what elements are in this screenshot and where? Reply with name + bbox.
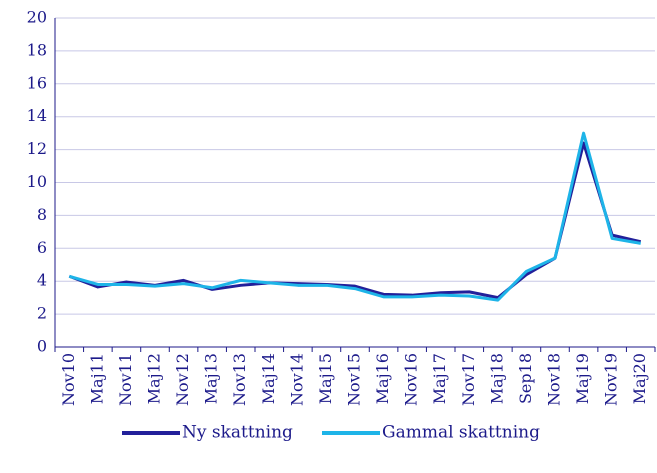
x-tick-label: Maj14 <box>259 353 278 404</box>
line-series <box>68 131 641 302</box>
y-tick-label: 2 <box>37 304 47 323</box>
x-tick-label: Maj17 <box>430 353 449 404</box>
y-tick-label: 10 <box>27 172 47 191</box>
x-tick-label: Maj20 <box>630 353 649 404</box>
x-tick-label: Nov14 <box>287 353 306 406</box>
x-tick-label: Nov13 <box>230 353 249 406</box>
x-tick-label: Maj13 <box>202 353 221 404</box>
y-tick-label: 18 <box>27 40 47 59</box>
x-tick-label: Maj12 <box>145 353 164 404</box>
y-tick-label: 4 <box>37 271 47 290</box>
y-tick-label: 14 <box>27 106 47 125</box>
legend-label: Ny skattning <box>182 423 293 443</box>
x-tick-label: Nov18 <box>545 353 564 406</box>
x-tick-label: Nov15 <box>345 353 364 406</box>
x-tick-label: Nov16 <box>402 353 421 406</box>
y-tick-label: 0 <box>37 337 47 356</box>
x-tick-label: Nov17 <box>459 353 478 406</box>
x-tick-label: Maj18 <box>487 353 506 404</box>
y-tick-label: 16 <box>27 73 47 92</box>
x-tick-label: Maj15 <box>316 353 335 404</box>
x-tick-label: Nov10 <box>59 353 78 406</box>
y-tick-label: 12 <box>27 139 47 158</box>
x-tick-label: Nov19 <box>602 353 621 406</box>
x-tick-label: Nov12 <box>173 353 192 406</box>
x-tick-label: Maj16 <box>373 353 392 404</box>
x-tick-label: Sep18 <box>516 353 535 404</box>
x-tick-label: Maj19 <box>573 353 592 404</box>
x-tick-label: Nov11 <box>116 353 135 406</box>
y-tick-label: 8 <box>37 205 47 224</box>
line-series <box>68 141 642 300</box>
y-tick-label: 20 <box>27 8 47 27</box>
x-tick-label: Maj11 <box>87 353 106 404</box>
legend-label: Gammal skattning <box>382 423 540 443</box>
y-tick-label: 6 <box>37 238 47 257</box>
